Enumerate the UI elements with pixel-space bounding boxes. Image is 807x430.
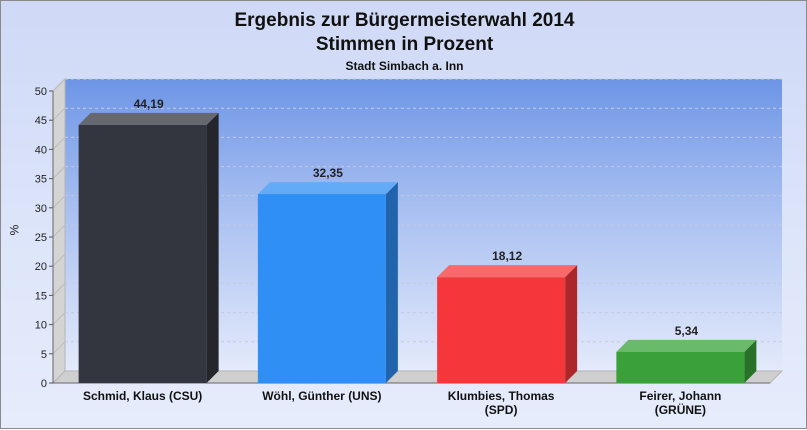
chart-title: Ergebnis zur Bürgermeisterwahl 2014	[234, 10, 575, 31]
gridline-wall	[52, 312, 66, 325]
bar-top	[616, 339, 757, 352]
gridline-wall	[52, 195, 66, 209]
data-label: 18,12	[492, 249, 522, 263]
y-tick-label: 45	[35, 115, 47, 127]
y-tick-label: 50	[35, 86, 47, 98]
bar	[257, 194, 386, 383]
bar-side	[744, 339, 757, 383]
gridline-wall	[52, 137, 66, 150]
y-tick-label: 10	[35, 320, 47, 332]
bar-side	[385, 182, 398, 383]
chart-subtitle-location: Stadt Simbach a. Inn	[345, 59, 464, 73]
y-tick-label: 30	[35, 203, 47, 215]
gridline-wall	[52, 107, 66, 121]
x-category-label: Klumbies, Thomas	[448, 389, 555, 403]
bar-top	[257, 182, 398, 195]
x-category-label: (SPD)	[485, 403, 518, 417]
gridline-wall	[52, 283, 66, 296]
x-category-label: Schmid, Klaus (CSU)	[83, 389, 202, 403]
bar-top	[437, 265, 578, 278]
gridline-wall	[52, 78, 66, 92]
y-tick-label: 35	[35, 174, 47, 186]
x-category-label: Feirer, Johann	[639, 389, 721, 403]
y-tick-label: 15	[35, 290, 47, 302]
bar-side	[565, 265, 578, 383]
x-category-label: (GRÜNE)	[655, 402, 706, 417]
y-tick-label: 25	[35, 232, 47, 244]
bar	[78, 124, 207, 384]
gridline-wall	[52, 253, 66, 267]
bar	[616, 351, 745, 383]
bar-side	[206, 112, 219, 384]
y-tick-label: 20	[35, 261, 47, 273]
data-label: 44,19	[134, 97, 164, 111]
bar-top	[78, 112, 219, 125]
y-tick-label: 40	[35, 144, 47, 156]
gridline-wall	[52, 224, 66, 238]
data-label: 5,34	[675, 324, 699, 338]
gridline-wall	[52, 166, 66, 179]
bar	[437, 277, 566, 383]
x-category-label: Wöhl, Günther (UNS)	[262, 389, 381, 403]
gridline-wall	[52, 341, 66, 355]
y-tick-label: 5	[41, 349, 47, 361]
data-label: 32,35	[313, 166, 343, 180]
y-tick-label: 0	[41, 378, 47, 390]
chart-subtitle: Stimmen in Prozent	[315, 34, 494, 55]
